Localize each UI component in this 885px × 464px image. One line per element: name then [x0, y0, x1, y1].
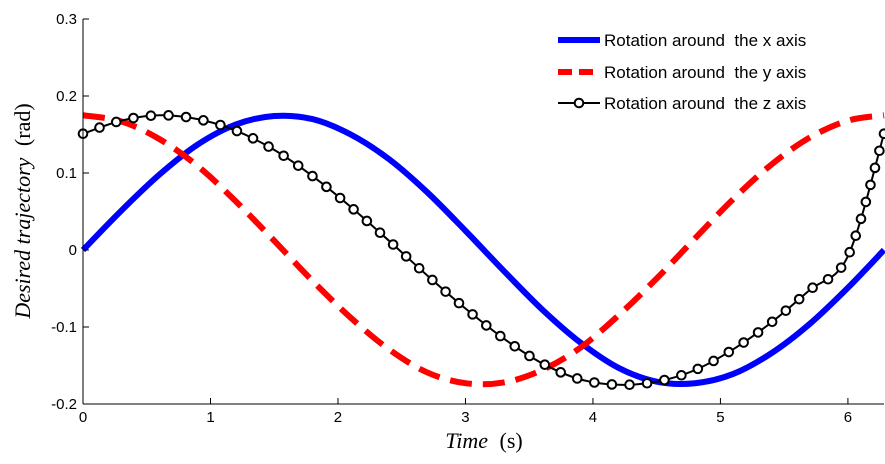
series-marker	[348, 204, 359, 215]
y-tick-label: -0.1	[51, 319, 77, 336]
series-marker	[334, 192, 346, 204]
series-marker	[555, 367, 567, 378]
series-marker	[374, 227, 386, 239]
series-marker	[850, 230, 862, 241]
legend-item-2: Rotation around the y axis	[558, 63, 806, 82]
series-marker	[263, 141, 274, 152]
y-tick-label: 0	[69, 242, 77, 259]
x-axis-label-unit: (s)	[500, 428, 523, 453]
y-axis-label: Desired trajectory (rad)	[10, 103, 35, 319]
series-marker	[641, 377, 653, 389]
series-marker	[481, 320, 492, 331]
legend-marker	[573, 97, 585, 109]
series-marker	[589, 377, 600, 388]
series-marker	[292, 160, 304, 171]
series-marker	[807, 282, 818, 294]
series-marker	[509, 341, 521, 352]
series-marker	[766, 316, 778, 328]
series-marker	[180, 111, 192, 123]
x-axis-label-main: Time	[445, 428, 488, 453]
series-marker	[860, 196, 872, 208]
series-marker	[793, 293, 805, 305]
x-tick-label: 5	[716, 409, 724, 426]
axes-layer	[82, 19, 884, 405]
legend: Rotation around the x axis Rotation aroun…	[558, 31, 806, 113]
y-axis-label-unit: (rad)	[10, 103, 35, 146]
series-marker	[878, 128, 885, 140]
series-marker	[215, 119, 226, 131]
series-marker	[865, 179, 876, 191]
series-3	[77, 110, 885, 391]
series-marker	[723, 346, 735, 358]
series-layer	[77, 110, 885, 391]
series-line-1	[80, 112, 885, 387]
series-line-2	[82, 112, 885, 388]
x-tick-label: 1	[206, 409, 214, 426]
series-marker	[128, 112, 139, 124]
x-tick-label: 6	[844, 409, 852, 426]
y-tick-label: -0.2	[51, 396, 77, 413]
x-tick-label: 2	[334, 409, 342, 426]
series-marker	[659, 374, 670, 386]
y-tick-label: 0.3	[56, 11, 77, 28]
series-marker	[692, 363, 704, 375]
x-tick-label: 3	[461, 409, 469, 426]
legend-item-1: Rotation around the x axis	[558, 31, 806, 50]
series-marker	[387, 239, 399, 250]
x-tick-label: 0	[79, 409, 87, 426]
series-marker	[606, 379, 618, 390]
series-marker	[467, 309, 478, 320]
series-marker	[427, 274, 438, 286]
series-marker	[321, 181, 332, 193]
series-marker	[624, 379, 635, 391]
series-marker	[163, 110, 174, 121]
series-marker	[361, 215, 373, 227]
ticks-layer: 0 1 2 3 4 5 6 -0.2 -0.1 0 0.1 0.2 0.3	[51, 11, 852, 426]
x-axis-label: Time (s)	[445, 428, 523, 453]
series-marker	[835, 262, 847, 273]
series-marker	[440, 286, 451, 297]
series-1	[80, 112, 885, 387]
series-marker	[110, 116, 122, 128]
series-marker	[869, 162, 881, 174]
series-2	[82, 112, 885, 388]
series-marker	[844, 246, 855, 258]
y-tick-label: 0.1	[56, 165, 77, 182]
legend-label: Rotation around the z axis	[604, 94, 806, 113]
legend-label: Rotation around the x axis	[604, 31, 806, 50]
series-marker	[524, 350, 535, 362]
series-marker	[231, 125, 243, 137]
series-marker	[874, 145, 885, 157]
x-tick-label: 4	[589, 409, 597, 426]
series-marker	[278, 150, 289, 162]
series-marker	[539, 359, 551, 370]
series-marker	[822, 273, 834, 285]
series-marker	[571, 373, 583, 384]
legend-item-3: Rotation around the z axis	[558, 94, 806, 113]
y-axis-label-main: Desired trajectory	[10, 157, 35, 319]
series-marker	[94, 122, 105, 133]
series-marker	[708, 355, 719, 367]
series-marker	[495, 330, 506, 342]
series-marker	[400, 251, 412, 262]
series-marker	[738, 337, 749, 348]
series-marker	[145, 110, 157, 121]
series-marker	[453, 297, 465, 309]
series-marker	[198, 115, 209, 126]
series-marker	[855, 213, 867, 225]
legend-label: Rotation around the y axis	[604, 63, 806, 82]
series-marker	[247, 133, 259, 144]
y-tick-label: 0.2	[56, 88, 77, 105]
series-marker	[780, 305, 792, 316]
plot-area	[83, 19, 885, 404]
series-marker	[676, 369, 687, 381]
series-marker	[752, 327, 764, 338]
series-marker	[307, 170, 318, 182]
series-marker	[413, 262, 425, 274]
